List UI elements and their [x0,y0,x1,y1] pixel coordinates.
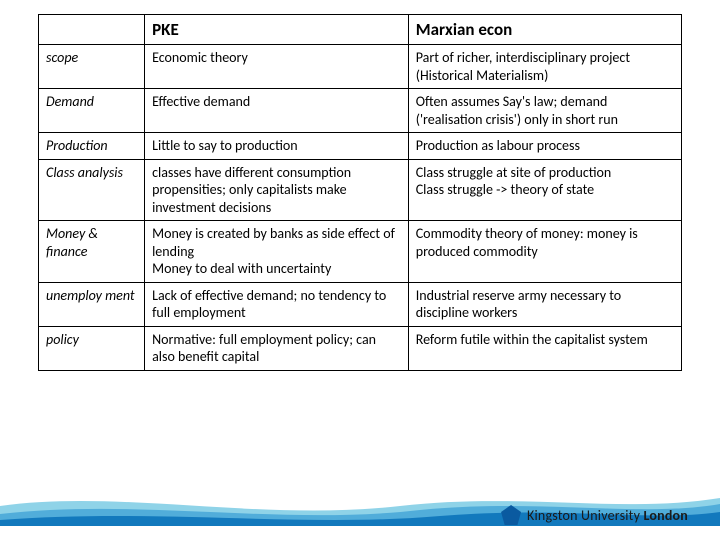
header-marxian: Marxian econ [408,15,681,45]
table-row: ProductionLittle to say to productionPro… [39,133,682,160]
row-label: policy [39,326,145,370]
cell-pke: Economic theory [145,45,409,89]
table-row: unemploy mentLack of effective demand; n… [39,282,682,326]
cell-pke: Lack of effective demand; no tendency to… [145,282,409,326]
cell-pke: Normative: full employment policy; can a… [145,326,409,370]
cell-pke: Effective demand [145,89,409,133]
cell-marxian: Commodity theory of money: money is prod… [408,221,681,283]
header-pke: PKE [145,15,409,45]
header-blank [39,15,145,45]
row-label: unemploy ment [39,282,145,326]
row-label: Class analysis [39,159,145,221]
logo-mark-icon [501,505,521,525]
cell-marxian: Class struggle at site of productionClas… [408,159,681,221]
cell-pke: Little to say to production [145,133,409,160]
slide: PKE Marxian econ scopeEconomic theoryPar… [0,0,720,540]
row-label: Money & finance [39,221,145,283]
table-row: policyNormative: full employment policy;… [39,326,682,370]
row-label: scope [39,45,145,89]
table-row: scopeEconomic theoryPart of richer, inte… [39,45,682,89]
table-body: scopeEconomic theoryPart of richer, inte… [39,45,682,371]
comparison-table: PKE Marxian econ scopeEconomic theoryPar… [38,14,682,371]
logo-prefix: Kingston University [527,507,640,524]
university-logo: Kingston University London [501,505,688,525]
cell-pke: Money is created by banks as side effect… [145,221,409,283]
table-row: Class analysisclasses have different con… [39,159,682,221]
cell-marxian: Reform futile within the capitalist syst… [408,326,681,370]
cell-marxian: Industrial reserve army necessary to dis… [408,282,681,326]
cell-marxian: Production as labour process [408,133,681,160]
cell-pke: classes have different consumption prope… [145,159,409,221]
cell-marxian: Often assumes Say's law; demand ('realis… [408,89,681,133]
row-label: Production [39,133,145,160]
table-header-row: PKE Marxian econ [39,15,682,45]
logo-suffix: London [644,507,689,524]
row-label: Demand [39,89,145,133]
cell-marxian: Part of richer, interdisciplinary projec… [408,45,681,89]
table-row: Money & financeMoney is created by banks… [39,221,682,283]
logo-text: Kingston University London [527,507,688,524]
table-row: DemandEffective demandOften assumes Say'… [39,89,682,133]
slide-footer: Kingston University London [0,480,720,540]
